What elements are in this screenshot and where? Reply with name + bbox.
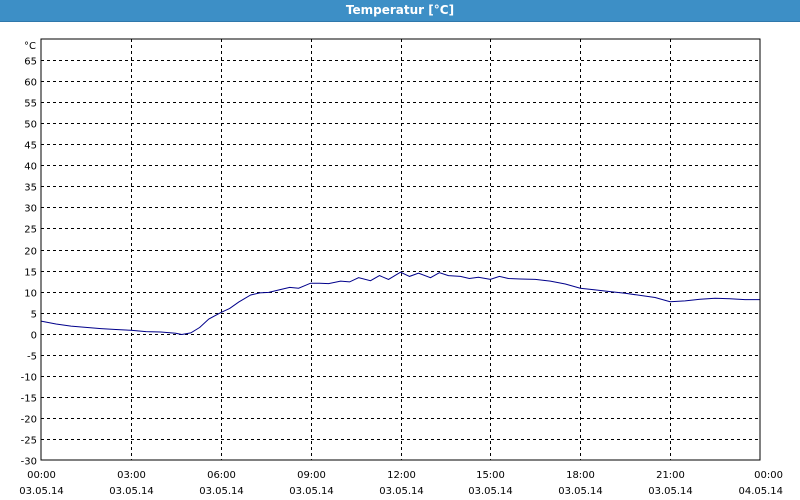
x-tick-date: 03.05.14 [109, 486, 154, 497]
x-tick-date: 03.05.14 [199, 486, 244, 497]
y-tick-label: 35 [24, 183, 37, 194]
y-tick-label: 10 [24, 289, 37, 300]
x-tick-time: 09:00 [297, 470, 326, 481]
y-tick-label: 60 [24, 78, 37, 89]
y-tick-label: 50 [24, 120, 37, 131]
x-tick-date: 03.05.14 [379, 486, 424, 497]
x-tick-time: 15:00 [476, 470, 505, 481]
y-tick-label: 15 [24, 268, 37, 279]
x-tick-time: 00:00 [754, 470, 783, 481]
temperature-series-line [40, 271, 760, 336]
x-tick-date: 03.05.14 [468, 486, 513, 497]
y-tick-label: 30 [24, 204, 37, 215]
y-tick-label: 20 [24, 247, 37, 258]
y-tick-label: -10 [21, 373, 37, 384]
y-tick-label: -25 [21, 436, 37, 447]
x-tick-time: 06:00 [207, 470, 236, 481]
x-tick-time: 18:00 [566, 470, 595, 481]
grid-lines [41, 39, 760, 460]
chart-marks [40, 271, 760, 336]
x-tick-date: 03.05.14 [19, 486, 64, 497]
plot-area [40, 38, 761, 461]
x-tick-date: 03.05.14 [289, 486, 334, 497]
chart-title-bar: Temperatur [°C] [0, 0, 800, 22]
y-tick-label: -20 [21, 415, 37, 426]
y-tick-label: 5 [31, 310, 37, 321]
x-tick-date: 03.05.14 [648, 486, 693, 497]
x-tick-date: 03.05.14 [558, 486, 603, 497]
y-axis-unit-label: °C [24, 41, 36, 52]
y-tick-label: 65 [24, 57, 37, 68]
x-tick-time: 00:00 [27, 470, 56, 481]
x-tick-time: 21:00 [656, 470, 685, 481]
y-tick-label: 0 [31, 331, 37, 342]
chart-title: Temperatur [°C] [345, 3, 455, 17]
y-axis-labels: -30 -25 -20 -15 -10 -5 0 5 10 15 20 25 30 35 40 45 50 55 6… [21, 41, 37, 468]
x-axis-labels: 00:00 03.05.14 03:00 03.05.14 06:00 03.05.14 0… [19, 470, 783, 497]
x-tick-date: 04.05.14 [738, 486, 783, 497]
y-tick-label: -5 [27, 352, 37, 363]
y-tick-label: -30 [21, 457, 37, 468]
y-tick-label: 45 [24, 141, 37, 152]
x-tick-time: 03:00 [117, 470, 146, 481]
y-tick-label: -15 [21, 394, 37, 405]
x-tick-time: 12:00 [387, 470, 416, 481]
y-tick-label: 25 [24, 225, 37, 236]
y-tick-label: 55 [24, 99, 37, 110]
y-tick-label: 40 [24, 162, 37, 173]
